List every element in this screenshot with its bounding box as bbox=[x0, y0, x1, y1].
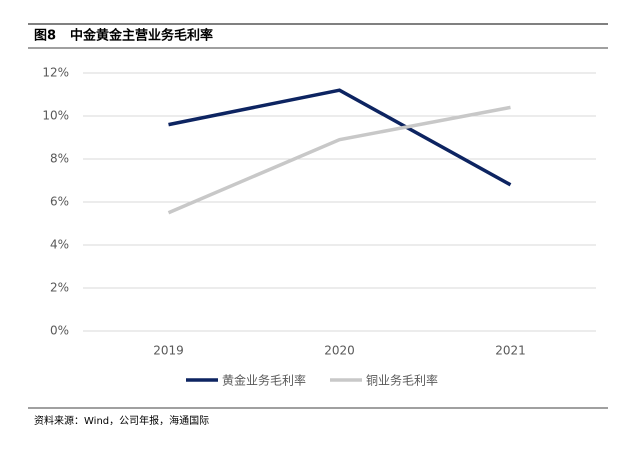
legend-label: 铜业务毛利率 bbox=[366, 373, 438, 388]
y-tick-label: 2% bbox=[50, 281, 69, 295]
figure-label: 图8 bbox=[34, 29, 56, 44]
x-tick-label: 2020 bbox=[324, 344, 355, 358]
legend-label: 黄金业务毛利率 bbox=[222, 373, 306, 388]
x-tick-label: 2019 bbox=[153, 344, 184, 358]
y-tick-label: 0% bbox=[50, 324, 69, 338]
y-tick-label: 8% bbox=[50, 152, 69, 166]
x-tick-label: 2021 bbox=[495, 344, 526, 358]
chart-title: 中金黄金主营业务毛利率 bbox=[70, 28, 213, 44]
series-line bbox=[168, 88, 512, 187]
source: 资料来源：Wind，公司年报，海通国际 bbox=[34, 414, 209, 427]
series-line bbox=[167, 105, 511, 215]
y-tick-label: 4% bbox=[50, 238, 69, 252]
y-tick-label: 6% bbox=[50, 195, 69, 209]
y-tick-label: 10% bbox=[42, 109, 69, 123]
y-tick-label: 12% bbox=[42, 66, 69, 80]
